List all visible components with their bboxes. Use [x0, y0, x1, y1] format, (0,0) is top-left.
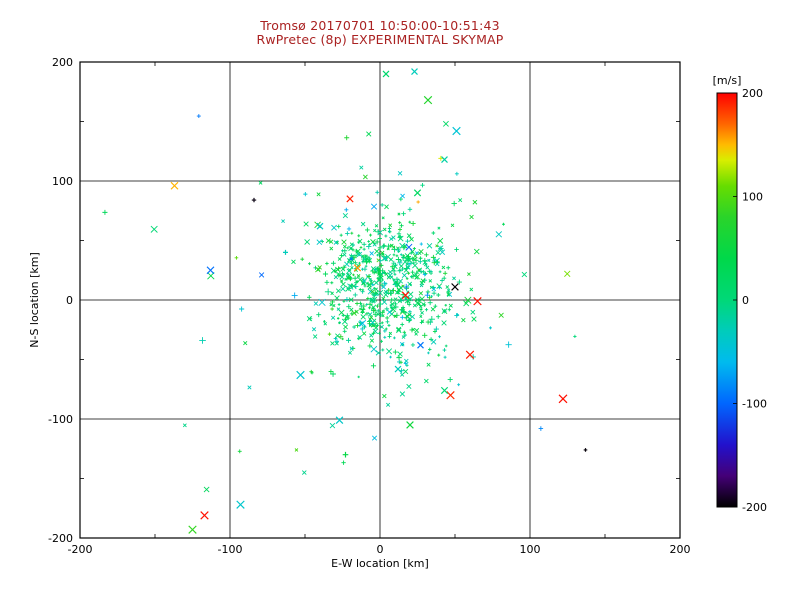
colorbar-tick-label: 200 — [742, 87, 763, 100]
x-axis-label: E-W location [km] — [331, 557, 429, 570]
plot-title: Tromsø 20170701 10:50:00-10:51:43 — [260, 18, 500, 33]
plot-subtitle: RwPretec (8p) EXPERIMENTAL SKYMAP — [256, 32, 504, 47]
x-tick-label: 0 — [377, 543, 384, 556]
data-points — [102, 68, 588, 534]
colorbar-tick-label: 100 — [742, 191, 763, 204]
y-tick-label: -100 — [48, 413, 73, 426]
y-axis-label: N-S location [km] — [28, 252, 41, 348]
y-tick-label: -200 — [48, 532, 73, 545]
y-tick-label: 100 — [52, 175, 73, 188]
grid-lines — [80, 62, 680, 538]
tick-labels: -200 -100 0 100 200 -200 -100 0 100 200 — [48, 56, 690, 556]
colorbar: 200 100 0 -100 -200 — [716, 87, 767, 514]
y-tick-label: 200 — [52, 56, 73, 69]
colorbar-title: [m/s] — [713, 74, 742, 87]
x-tick-label: -100 — [218, 543, 243, 556]
colorbar-tick-label: 0 — [742, 294, 749, 307]
x-tick-label: -200 — [68, 543, 93, 556]
colorbar-tick-label: -100 — [742, 398, 767, 411]
x-tick-label: 100 — [520, 543, 541, 556]
y-tick-label: 0 — [66, 294, 73, 307]
colorbar-tick-label: -200 — [742, 501, 767, 514]
x-tick-label: 200 — [670, 543, 691, 556]
axes-box — [79, 61, 681, 539]
